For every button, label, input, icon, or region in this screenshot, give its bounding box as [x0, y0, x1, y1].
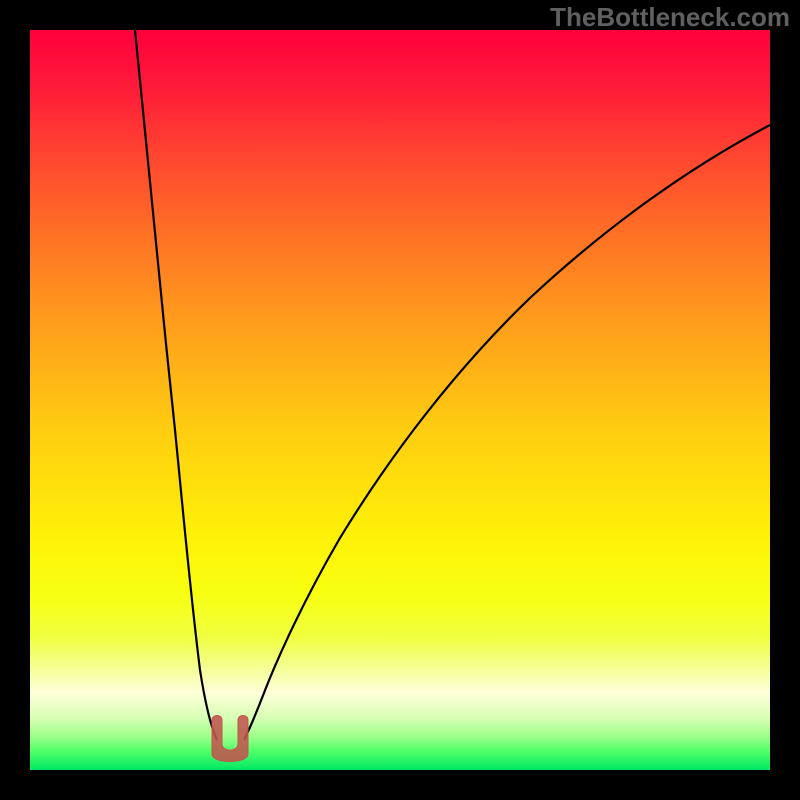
- chart-frame: TheBottleneck.com: [0, 0, 800, 800]
- plot-area: [30, 30, 770, 770]
- valley-marker: [212, 716, 248, 762]
- watermark-text: TheBottleneck.com: [550, 2, 790, 33]
- curve-left: [135, 30, 217, 740]
- curves-layer: [30, 30, 770, 770]
- curve-right: [244, 125, 770, 740]
